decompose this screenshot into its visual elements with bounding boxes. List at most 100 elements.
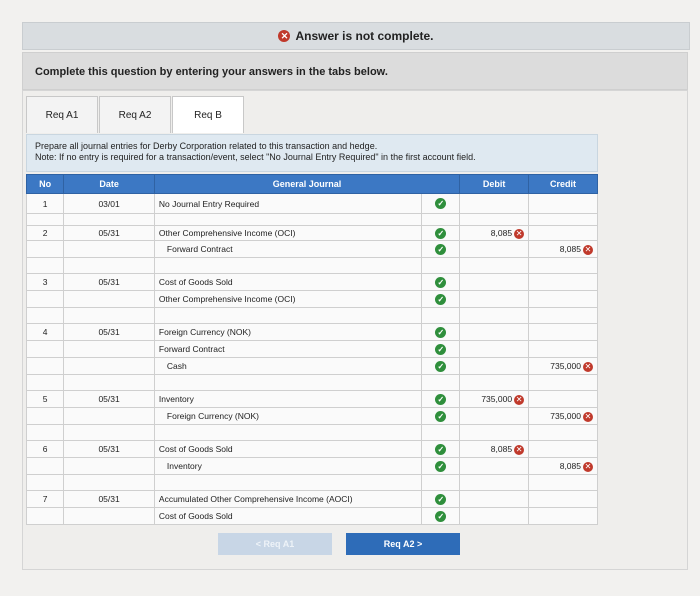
debit-cell[interactable] bbox=[459, 457, 530, 475]
credit-value: 8,085 bbox=[559, 243, 581, 254]
prompt-note: Note: If no entry is required for a tran… bbox=[35, 152, 476, 162]
credit-cell[interactable] bbox=[528, 193, 598, 214]
header-credit: Credit bbox=[528, 174, 598, 194]
row-spacer bbox=[25, 257, 598, 274]
debit-cell[interactable]: 8,085 ✕ bbox=[459, 440, 530, 458]
credit-cell[interactable] bbox=[528, 490, 598, 508]
date-cell[interactable]: 05/31 bbox=[63, 225, 155, 241]
spacer-cell bbox=[459, 307, 530, 324]
account-cell[interactable]: Forward Contract bbox=[153, 340, 423, 358]
credit-cell[interactable]: 8,085 ✕ bbox=[528, 457, 598, 475]
tab-req-a2[interactable]: Req A2 bbox=[99, 96, 171, 133]
header-debit: Debit bbox=[459, 174, 530, 194]
account-cell[interactable]: Foreign Currency (NOK) bbox=[153, 407, 423, 425]
date-cell[interactable]: 05/31 bbox=[63, 490, 155, 508]
account-cell[interactable]: Inventory bbox=[153, 457, 423, 475]
credit-cell[interactable] bbox=[528, 225, 598, 241]
debit-cell[interactable] bbox=[459, 507, 530, 525]
row-spacer bbox=[25, 307, 598, 324]
debit-cell[interactable]: 8,085 ✕ bbox=[459, 225, 530, 241]
debit-cell[interactable] bbox=[459, 490, 530, 508]
debit-cell[interactable] bbox=[459, 193, 530, 214]
x-circle-icon: ✕ bbox=[583, 411, 593, 422]
table-row: Cost of Goods Sold ✓ bbox=[25, 507, 598, 525]
account-cell[interactable]: No Journal Entry Required bbox=[153, 193, 423, 214]
x-circle-icon: ✕ bbox=[583, 361, 593, 372]
credit-cell[interactable] bbox=[528, 390, 598, 408]
check-cell: ✓ bbox=[421, 225, 461, 241]
debit-cell[interactable] bbox=[459, 240, 530, 258]
table-row: 1 03/01 No Journal Entry Required ✓ bbox=[25, 193, 598, 214]
date-cell[interactable]: 05/31 bbox=[63, 440, 155, 458]
account-cell[interactable]: Cost of Goods Sold bbox=[153, 273, 423, 291]
date-cell[interactable]: 05/31 bbox=[63, 273, 155, 291]
date-cell[interactable]: 03/01 bbox=[63, 193, 155, 214]
debit-cell[interactable] bbox=[459, 407, 530, 425]
credit-value: 735,000 bbox=[550, 410, 581, 421]
account-cell[interactable]: Other Comprehensive Income (OCI) bbox=[153, 290, 423, 308]
table-row: 5 05/31 Inventory ✓ 735,000 ✕ bbox=[25, 390, 598, 408]
credit-cell[interactable]: 735,000 ✕ bbox=[528, 357, 598, 375]
debit-cell[interactable] bbox=[459, 290, 530, 308]
spacer-cell bbox=[63, 474, 155, 491]
check-icon: ✓ bbox=[435, 410, 447, 422]
tab-req-a1[interactable]: Req A1 bbox=[26, 96, 98, 133]
check-icon: ✓ bbox=[435, 493, 447, 505]
spacer-cell bbox=[528, 424, 598, 441]
date-cell[interactable] bbox=[63, 357, 155, 375]
x-circle-icon: ✕ bbox=[514, 444, 525, 455]
debit-cell[interactable]: 735,000 ✕ bbox=[459, 390, 530, 408]
date-cell[interactable]: 05/31 bbox=[63, 323, 155, 341]
spacer-cell bbox=[25, 307, 65, 324]
spacer-cell bbox=[421, 257, 461, 274]
next-req-a2-button[interactable]: Req A2 > bbox=[346, 533, 460, 555]
date-cell[interactable] bbox=[63, 340, 155, 358]
credit-cell[interactable] bbox=[528, 340, 598, 358]
entry-number bbox=[25, 357, 65, 375]
debit-cell[interactable] bbox=[459, 323, 530, 341]
date-cell[interactable] bbox=[63, 290, 155, 308]
credit-cell[interactable] bbox=[528, 323, 598, 341]
tab-req-b[interactable]: Req B bbox=[172, 96, 244, 133]
date-cell[interactable] bbox=[63, 240, 155, 258]
x-circle-icon: ✕ bbox=[514, 394, 525, 405]
credit-cell[interactable]: 8,085 ✕ bbox=[528, 240, 598, 258]
account-cell[interactable]: Cost of Goods Sold bbox=[153, 440, 423, 458]
account-cell[interactable]: Forward Contract bbox=[153, 240, 423, 258]
check-icon: ✓ bbox=[435, 243, 447, 255]
credit-cell[interactable] bbox=[528, 290, 598, 308]
account-cell[interactable]: Foreign Currency (NOK) bbox=[153, 323, 423, 341]
account-cell[interactable]: Other Comprehensive Income (OCI) bbox=[153, 225, 423, 241]
prev-req-a1-button[interactable]: < Req A1 bbox=[218, 533, 332, 555]
entry-number bbox=[25, 407, 65, 425]
check-icon: ✓ bbox=[435, 293, 447, 305]
account-cell[interactable]: Inventory bbox=[153, 390, 423, 408]
table-row: Foreign Currency (NOK) ✓ 735,000 ✕ bbox=[25, 407, 598, 425]
debit-cell[interactable] bbox=[459, 357, 530, 375]
account-cell[interactable]: Cash bbox=[153, 357, 423, 375]
table-row: 4 05/31 Foreign Currency (NOK) ✓ bbox=[25, 323, 598, 341]
check-cell: ✓ bbox=[421, 273, 461, 291]
date-cell[interactable]: 05/31 bbox=[63, 390, 155, 408]
date-cell[interactable] bbox=[63, 457, 155, 475]
account-cell[interactable]: Accumulated Other Comprehensive Income (… bbox=[153, 490, 423, 508]
credit-cell[interactable] bbox=[528, 273, 598, 291]
credit-cell[interactable]: 735,000 ✕ bbox=[528, 407, 598, 425]
check-icon: ✓ bbox=[435, 198, 447, 209]
credit-cell[interactable] bbox=[528, 507, 598, 525]
check-cell: ✓ bbox=[421, 357, 461, 375]
spacer-cell bbox=[25, 374, 65, 391]
check-icon: ✓ bbox=[435, 276, 447, 288]
credit-cell[interactable] bbox=[528, 440, 598, 458]
entry-number bbox=[25, 507, 65, 525]
row-spacer bbox=[25, 424, 598, 441]
date-cell[interactable] bbox=[63, 507, 155, 525]
date-cell[interactable] bbox=[63, 407, 155, 425]
check-icon: ✓ bbox=[435, 393, 447, 405]
debit-cell[interactable] bbox=[459, 273, 530, 291]
account-cell[interactable]: Cost of Goods Sold bbox=[153, 507, 423, 525]
debit-cell[interactable] bbox=[459, 340, 530, 358]
spacer-cell bbox=[528, 374, 598, 391]
spacer-cell bbox=[421, 424, 461, 441]
entry-number: 6 bbox=[25, 440, 65, 458]
